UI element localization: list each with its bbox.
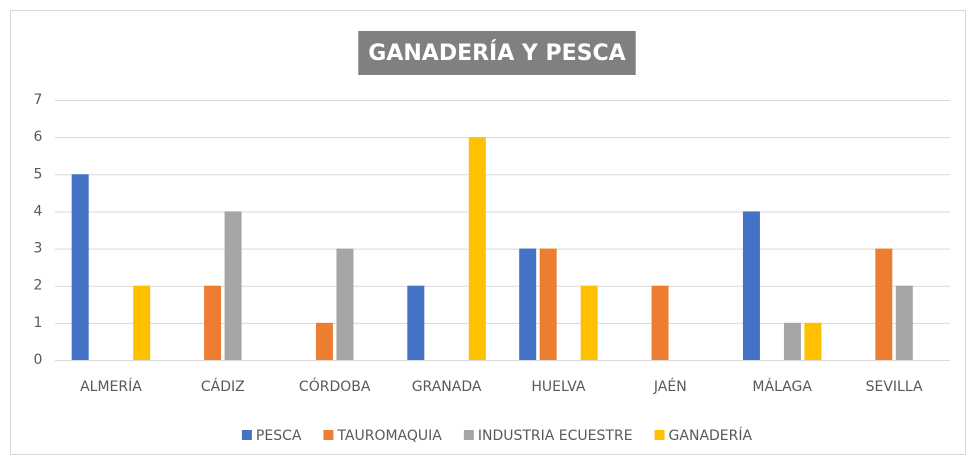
x-tick-label: HUELVA	[531, 379, 586, 395]
bar	[71, 174, 89, 360]
bar	[407, 285, 425, 360]
bar	[224, 211, 242, 360]
legend-swatch	[323, 430, 334, 440]
x-tick-label: MÁLAGA	[752, 378, 812, 395]
legend-label: TAUROMAQUIA	[336, 428, 442, 444]
legend-label: GANADERÍA	[669, 427, 753, 444]
x-tick-label: ALMERÍA	[80, 378, 142, 395]
y-tick-label: 3	[34, 241, 43, 257]
bar	[804, 322, 822, 360]
legend-swatch	[463, 430, 474, 440]
bar	[875, 248, 893, 360]
y-tick-label: 2	[34, 278, 43, 294]
y-tick-label: 6	[34, 129, 43, 145]
bar	[539, 248, 557, 360]
legend-swatch	[654, 430, 665, 440]
legend-label: INDUSTRIA ECUESTRE	[478, 428, 633, 444]
bar	[204, 285, 222, 360]
bar	[895, 285, 913, 360]
y-tick-label: 7	[34, 92, 43, 108]
bar	[336, 248, 354, 360]
y-tick-label: 0	[34, 352, 43, 368]
y-tick-label: 4	[34, 203, 43, 219]
x-tick-label: CÓRDOBA	[299, 377, 371, 395]
x-tick-label: CÁDIZ	[201, 378, 245, 395]
title-box	[358, 31, 636, 75]
bar	[519, 248, 537, 360]
bar	[580, 285, 598, 360]
x-tick-label: GRANADA	[412, 379, 482, 395]
chart-title: GANADERÍA Y PESCA	[368, 40, 625, 66]
bar	[651, 285, 669, 360]
bar	[315, 322, 333, 360]
y-tick-label: 5	[34, 166, 43, 182]
x-tick-label: JAÉN	[653, 378, 687, 395]
chart-border	[10, 10, 966, 455]
bar	[742, 211, 760, 360]
y-tick-label: 1	[34, 315, 43, 331]
legend-swatch	[241, 430, 252, 440]
x-tick-label: SEVILLA	[866, 379, 923, 395]
bar	[783, 322, 801, 360]
bar	[468, 137, 486, 360]
legend-label: PESCA	[256, 428, 302, 444]
bar	[133, 285, 151, 360]
